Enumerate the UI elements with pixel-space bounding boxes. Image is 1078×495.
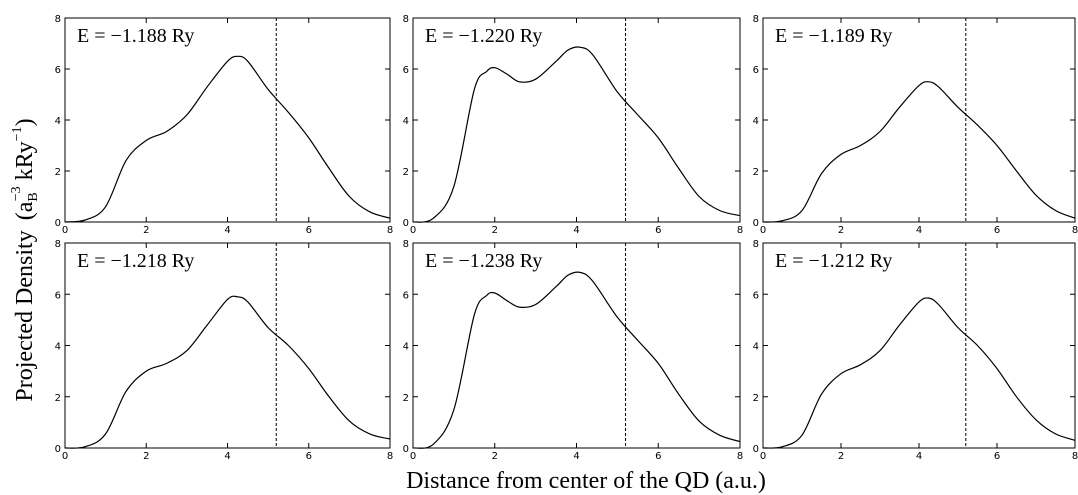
x-tick-label: 2 [838, 451, 844, 462]
panel-1: 0 2 4 6 8 0 2 4 6 8 E = −1.188 Ry [55, 14, 394, 236]
y-tick-label: 2 [55, 167, 61, 178]
y-tick-label: 4 [753, 342, 759, 353]
plot-frame [412, 17, 741, 223]
density-curve [64, 295, 391, 449]
x-tick-label: 8 [387, 451, 393, 462]
y-tick-label: 4 [403, 342, 409, 353]
x-tick-label: 0 [760, 451, 766, 462]
x-tick-label: 4 [573, 451, 579, 462]
plot-frame [64, 17, 391, 223]
y-tick-label: 0 [403, 444, 409, 455]
y-tick-label: 8 [753, 14, 759, 25]
x-tick-label: 0 [410, 451, 416, 462]
y-tick-label: 4 [753, 116, 759, 127]
x-tick-label: 6 [306, 451, 312, 462]
y-tick-label: 2 [403, 167, 409, 178]
energy-label: E = −1.218 Ry [77, 250, 194, 272]
x-axis-title: Distance from center of the QD (a.u.) [406, 468, 766, 494]
density-curve [412, 46, 741, 223]
y-tick-label: 6 [753, 65, 759, 76]
y-tick-label: 0 [403, 218, 409, 229]
y-tick-label: 0 [55, 444, 61, 455]
density-curve [64, 55, 391, 223]
x-tick-label: 6 [655, 451, 661, 462]
y-axis-unit-sup1: −3 [9, 186, 24, 201]
y-axis-unit-sub: B [26, 192, 41, 201]
panel-2: 0 2 4 6 8 0 2 4 6 8 E = −1.220 Ry [403, 14, 744, 236]
x-tick-label: 2 [838, 225, 844, 236]
y-tick-label: 2 [55, 393, 61, 404]
energy-label: E = −1.212 Ry [775, 250, 892, 272]
x-tick-label: 2 [492, 225, 498, 236]
energy-label: E = −1.238 Ry [425, 250, 542, 272]
y-tick-label: 8 [403, 14, 409, 25]
x-tick-label: 0 [62, 225, 68, 236]
y-axis-title: Projected Density (aB−3 kRy−1) [9, 118, 41, 401]
x-tick-label: 4 [224, 451, 230, 462]
panel-5: 0 2 4 6 8 0 2 4 6 8 E = −1.238 Ry [403, 239, 744, 462]
panel-6: 0 2 4 6 8 0 2 4 6 8 E = −1.212 Ry [753, 239, 1078, 462]
panel-4: 0 2 4 6 8 0 2 4 6 8 E = −1.218 Ry [55, 239, 394, 462]
x-tick-label: 4 [224, 225, 230, 236]
x-tick-label: 8 [1072, 225, 1078, 236]
x-tick-label: 4 [916, 225, 922, 236]
y-tick-label: 8 [753, 239, 759, 250]
x-tick-label: 8 [737, 225, 743, 236]
y-tick-label: 6 [753, 290, 759, 301]
x-tick-label: 4 [573, 225, 579, 236]
y-tick-label: 6 [403, 290, 409, 301]
x-tick-label: 6 [306, 225, 312, 236]
y-tick-label: 6 [403, 65, 409, 76]
plot-frame [762, 17, 1076, 223]
x-tick-label: 6 [655, 225, 661, 236]
y-tick-label: 2 [753, 167, 759, 178]
energy-label: E = −1.189 Ry [775, 25, 892, 47]
energy-label: E = −1.220 Ry [425, 25, 542, 47]
x-tick-label: 8 [1072, 451, 1078, 462]
density-curve [762, 297, 1076, 449]
y-tick-label: 6 [55, 65, 61, 76]
y-tick-label: 6 [55, 290, 61, 301]
y-tick-label: 2 [403, 393, 409, 404]
x-tick-label: 6 [994, 451, 1000, 462]
x-tick-label: 0 [62, 451, 68, 462]
y-tick-label: 0 [753, 218, 759, 229]
y-tick-label: 0 [55, 218, 61, 229]
x-tick-label: 2 [492, 451, 498, 462]
y-axis-title-main: Projected Density [12, 230, 38, 401]
density-curve [762, 81, 1076, 223]
energy-label: E = −1.188 Ry [77, 25, 194, 47]
x-tick-label: 4 [916, 451, 922, 462]
y-axis-unit-close: ) [12, 118, 38, 126]
y-tick-label: 8 [403, 239, 409, 250]
panel-3: 0 2 4 6 8 0 2 4 6 8 E = −1.189 Ry [753, 14, 1078, 236]
y-tick-label: 8 [55, 239, 61, 250]
y-tick-label: 0 [753, 444, 759, 455]
x-tick-label: 8 [737, 451, 743, 462]
plot-frame [762, 242, 1076, 449]
x-tick-label: 2 [143, 451, 149, 462]
y-tick-label: 8 [55, 14, 61, 25]
x-tick-label: 0 [760, 225, 766, 236]
x-tick-label: 0 [410, 225, 416, 236]
y-tick-label: 4 [403, 116, 409, 127]
y-tick-label: 2 [753, 393, 759, 404]
y-axis-unit-sup2: −1 [10, 126, 25, 141]
x-tick-label: 6 [994, 225, 1000, 236]
y-tick-label: 4 [55, 342, 61, 353]
plot-frame [412, 242, 741, 449]
x-tick-label: 2 [143, 225, 149, 236]
y-axis-unit-open: (a [12, 201, 38, 220]
y-tick-label: 4 [55, 116, 61, 127]
x-tick-label: 8 [387, 225, 393, 236]
y-axis-unit-mid: kRy [12, 141, 38, 186]
density-curve [412, 271, 741, 449]
